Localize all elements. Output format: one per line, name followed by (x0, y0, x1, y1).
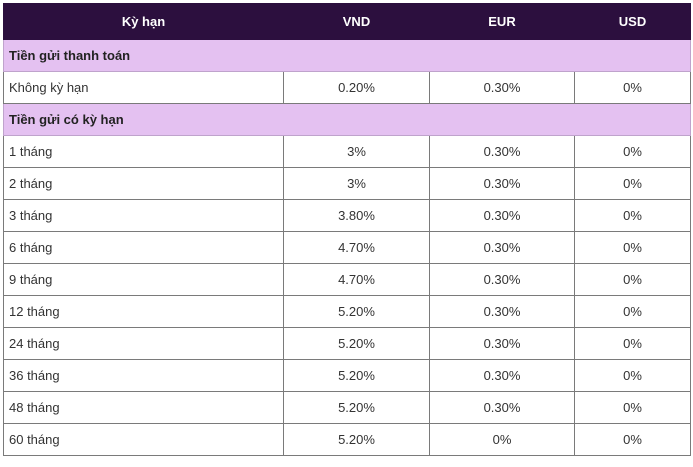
section-row: Tiền gửi có kỳ hạn (3, 103, 691, 136)
eur-cell: 0.30% (429, 327, 575, 360)
usd-cell: 0% (574, 167, 691, 200)
vnd-cell: 0.20% (283, 71, 430, 104)
term-cell: 9 tháng (3, 263, 284, 296)
vnd-cell: 5.20% (283, 295, 430, 328)
vnd-cell: 3% (283, 167, 430, 200)
vnd-cell: 5.20% (283, 423, 430, 456)
table-row: 12 tháng 5.20% 0.30% 0% (3, 295, 691, 328)
eur-cell: 0.30% (429, 359, 575, 392)
usd-cell: 0% (574, 423, 691, 456)
eur-cell: 0% (429, 423, 575, 456)
vnd-cell: 3.80% (283, 199, 430, 232)
vnd-cell: 5.20% (283, 327, 430, 360)
usd-cell: 0% (574, 231, 691, 264)
header-row: Kỳ hạn VND EUR USD (3, 3, 691, 40)
table-row: 1 tháng 3% 0.30% 0% (3, 135, 691, 168)
usd-cell: 0% (574, 391, 691, 424)
section-row: Tiền gửi thanh toán (3, 39, 691, 72)
vnd-cell: 4.70% (283, 231, 430, 264)
table-row: 6 tháng 4.70% 0.30% 0% (3, 231, 691, 264)
eur-cell: 0.30% (429, 391, 575, 424)
table-row: 3 tháng 3.80% 0.30% 0% (3, 199, 691, 232)
usd-cell: 0% (574, 135, 691, 168)
vnd-cell: 5.20% (283, 359, 430, 392)
table-row: 36 tháng 5.20% 0.30% 0% (3, 359, 691, 392)
usd-cell: 0% (574, 327, 691, 360)
term-cell: 1 tháng (3, 135, 284, 168)
table-row: 60 tháng 5.20% 0% 0% (3, 423, 691, 456)
table-row: 24 tháng 5.20% 0.30% 0% (3, 327, 691, 360)
table-row: 9 tháng 4.70% 0.30% 0% (3, 263, 691, 296)
header-eur: EUR (429, 3, 575, 40)
table-row: 48 tháng 5.20% 0.30% 0% (3, 391, 691, 424)
vnd-cell: 5.20% (283, 391, 430, 424)
usd-cell: 0% (574, 71, 691, 104)
usd-cell: 0% (574, 263, 691, 296)
usd-cell: 0% (574, 359, 691, 392)
term-cell: 3 tháng (3, 199, 284, 232)
term-cell: 60 tháng (3, 423, 284, 456)
usd-cell: 0% (574, 199, 691, 232)
term-cell: 12 tháng (3, 295, 284, 328)
term-cell: 6 tháng (3, 231, 284, 264)
header-vnd: VND (283, 3, 430, 40)
header-term: Kỳ hạn (3, 3, 284, 40)
header-usd: USD (574, 3, 691, 40)
term-cell: 24 tháng (3, 327, 284, 360)
section-title: Tiền gửi thanh toán (3, 39, 691, 72)
vnd-cell: 4.70% (283, 263, 430, 296)
eur-cell: 0.30% (429, 295, 575, 328)
interest-rate-table: Kỳ hạn VND EUR USD Tiền gửi thanh toán K… (3, 3, 691, 456)
eur-cell: 0.30% (429, 199, 575, 232)
eur-cell: 0.30% (429, 263, 575, 296)
usd-cell: 0% (574, 295, 691, 328)
eur-cell: 0.30% (429, 231, 575, 264)
eur-cell: 0.30% (429, 135, 575, 168)
table-row: Không kỳ hạn 0.20% 0.30% 0% (3, 71, 691, 104)
eur-cell: 0.30% (429, 71, 575, 104)
vnd-cell: 3% (283, 135, 430, 168)
section-title: Tiền gửi có kỳ hạn (3, 103, 691, 136)
table-row: 2 tháng 3% 0.30% 0% (3, 167, 691, 200)
term-cell: 36 tháng (3, 359, 284, 392)
term-cell: Không kỳ hạn (3, 71, 284, 104)
eur-cell: 0.30% (429, 167, 575, 200)
term-cell: 2 tháng (3, 167, 284, 200)
term-cell: 48 tháng (3, 391, 284, 424)
